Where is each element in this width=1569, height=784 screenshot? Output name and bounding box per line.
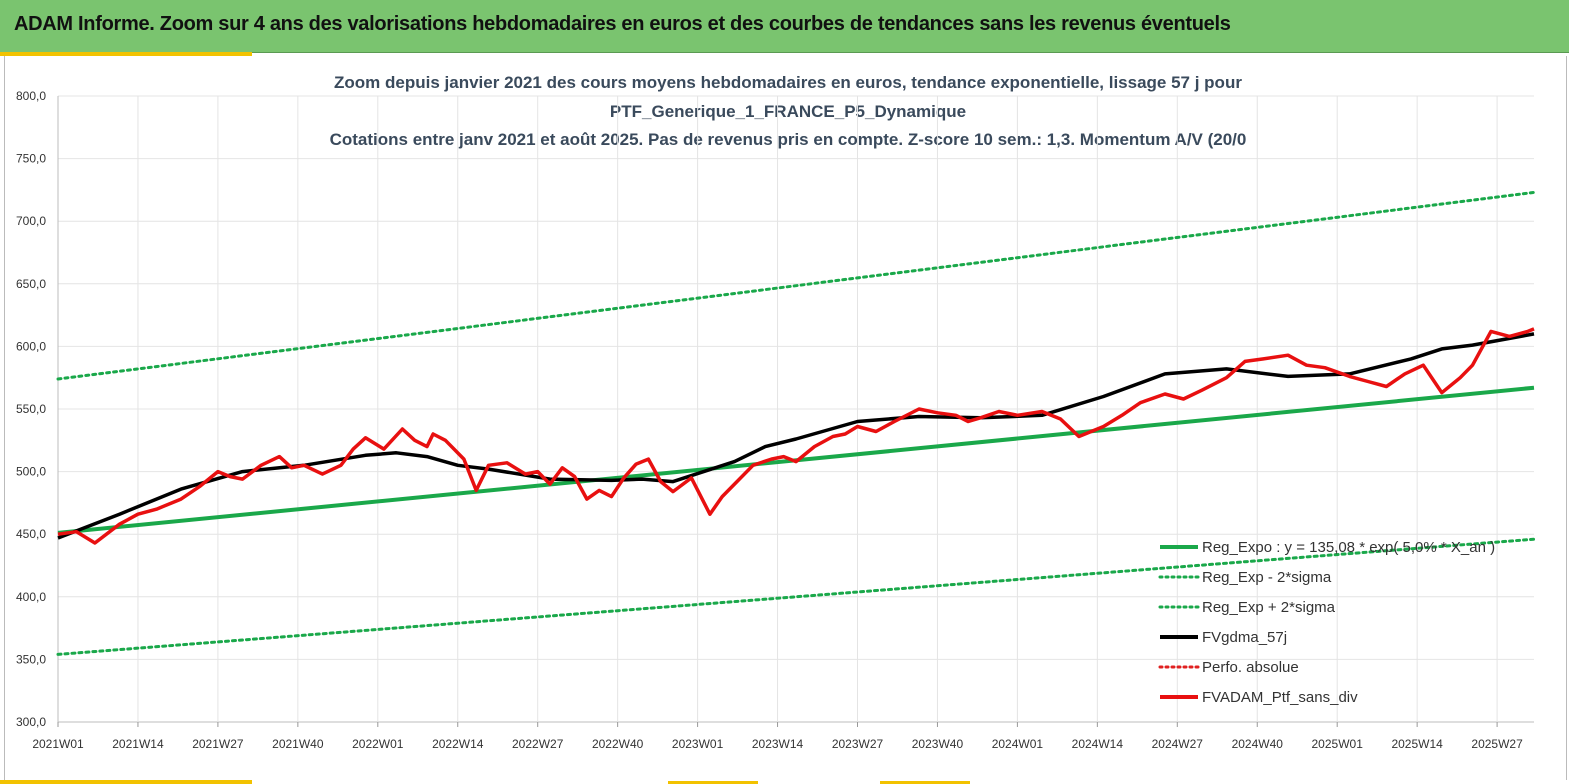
y-tick-label: 350,0 <box>16 652 46 666</box>
gridlines <box>57 95 1534 723</box>
x-tick-label: 2025W01 <box>1312 737 1364 751</box>
chart-title-line-2: PTF_Generique_1_FRANCE_P5_Dynamique <box>610 102 966 121</box>
y-tick-label: 700,0 <box>16 214 46 228</box>
report-title: ADAM Informe. Zoom sur 4 ans des valoris… <box>14 13 1231 35</box>
legend-label: FVADAM_Ptf_sans_div <box>1202 689 1358 706</box>
series-line-reg-exp-2-sigma <box>56 190 1536 381</box>
title-banner: ADAM Informe. Zoom sur 4 ans des valoris… <box>0 0 1569 53</box>
legend-label: Reg_Expo : y = 135,08 * exp( 5,0% * X_an… <box>1202 539 1495 556</box>
chart-title-line-1: Zoom depuis janvier 2021 des cours moyen… <box>334 73 1242 92</box>
x-tick-label: 2024W27 <box>1152 737 1204 751</box>
y-tick-label: 450,0 <box>16 527 46 541</box>
x-tick-label: 2025W27 <box>1471 737 1523 751</box>
legend-label: Reg_Exp - 2*sigma <box>1202 569 1332 586</box>
y-axis: 300,0 350,0 400,0 450,0 500,0 550,0 600,0 650,0… <box>16 89 46 729</box>
x-tick-label: 2023W14 <box>752 737 804 751</box>
x-tick-label: 2021W40 <box>272 737 324 751</box>
x-tick-label: 2021W14 <box>112 737 164 751</box>
x-tick-label: 2022W40 <box>592 737 644 751</box>
legend-label: Perfo. absolue <box>1202 659 1299 676</box>
accent-bar-bottom-2 <box>668 781 758 784</box>
y-tick-label: 750,0 <box>16 152 46 166</box>
accent-bar-bottom <box>0 780 252 784</box>
x-tick-label: 2023W40 <box>912 737 964 751</box>
x-tick-label: 2022W01 <box>352 737 404 751</box>
x-tick-label: 2024W01 <box>992 737 1044 751</box>
y-tick-label: 300,0 <box>16 715 46 729</box>
y-tick-label: 550,0 <box>16 402 46 416</box>
series-lines <box>56 190 1536 656</box>
accent-bar-bottom-3 <box>880 781 970 784</box>
legend-label: Reg_Exp + 2*sigma <box>1202 599 1336 616</box>
x-axis: 2021W01 2021W14 2021W27 2021W40 2022W01 2022W… <box>32 722 1523 751</box>
chart-title-line-3: Cotations entre janv 2021 et août 2025. … <box>330 130 1247 149</box>
x-tick-label: 2022W27 <box>512 737 564 751</box>
y-tick-label: 800,0 <box>16 89 46 103</box>
series-line-fvadam-ptf-sans-div <box>57 327 1535 545</box>
x-tick-label: 2021W27 <box>192 737 244 751</box>
y-tick-label: 600,0 <box>16 339 46 353</box>
chart-title: Zoom depuis janvier 2021 des cours moyen… <box>330 73 1247 149</box>
y-tick-label: 400,0 <box>16 590 46 604</box>
x-tick-label: 2025W14 <box>1391 737 1443 751</box>
x-tick-label: 2023W27 <box>832 737 884 751</box>
series-line-fvgdma-57j <box>57 332 1535 540</box>
accent-bar-top <box>0 52 252 56</box>
series-line-reg-exp-2-sigma <box>56 537 1536 656</box>
x-tick-label: 2024W14 <box>1072 737 1124 751</box>
x-tick-label: 2022W14 <box>432 737 484 751</box>
x-tick-label: 2023W01 <box>672 737 724 751</box>
x-tick-label: 2021W01 <box>32 737 84 751</box>
legend-label: FVgdma_57j <box>1202 629 1287 646</box>
y-tick-label: 650,0 <box>16 277 46 291</box>
chart-frame <box>4 56 1567 780</box>
x-tick-label: 2024W40 <box>1232 737 1284 751</box>
legend: Reg_Expo : y = 135,08 * exp( 5,0% * X_an… <box>1158 539 1495 706</box>
y-tick-label: 500,0 <box>16 465 46 479</box>
